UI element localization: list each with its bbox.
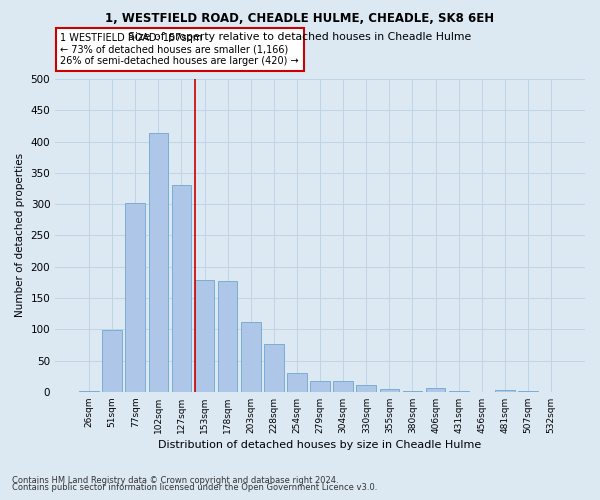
Bar [195, 280, 214, 392]
Bar [380, 390, 399, 392]
Text: 1 WESTFIELD ROAD: 157sqm
← 73% of detached houses are smaller (1,166)
26% of sem: 1 WESTFIELD ROAD: 157sqm ← 73% of detach… [61, 34, 299, 66]
Bar [426, 388, 445, 392]
Bar [149, 134, 168, 392]
Text: Contains public sector information licensed under the Open Government Licence v3: Contains public sector information licen… [12, 484, 377, 492]
Bar [103, 330, 122, 392]
Bar [518, 391, 538, 392]
Bar [264, 344, 284, 392]
Bar [495, 390, 515, 392]
Bar [449, 391, 469, 392]
Bar [403, 390, 422, 392]
Y-axis label: Number of detached properties: Number of detached properties [15, 154, 25, 318]
Text: 1, WESTFIELD ROAD, CHEADLE HULME, CHEADLE, SK8 6EH: 1, WESTFIELD ROAD, CHEADLE HULME, CHEADL… [106, 12, 494, 26]
Bar [172, 186, 191, 392]
Bar [125, 203, 145, 392]
Bar [241, 322, 260, 392]
Text: Size of property relative to detached houses in Cheadle Hulme: Size of property relative to detached ho… [128, 32, 472, 42]
Bar [218, 281, 238, 392]
Bar [287, 373, 307, 392]
Bar [79, 390, 99, 392]
X-axis label: Distribution of detached houses by size in Cheadle Hulme: Distribution of detached houses by size … [158, 440, 482, 450]
Bar [356, 385, 376, 392]
Bar [334, 380, 353, 392]
Bar [310, 380, 330, 392]
Text: Contains HM Land Registry data © Crown copyright and database right 2024.: Contains HM Land Registry data © Crown c… [12, 476, 338, 485]
